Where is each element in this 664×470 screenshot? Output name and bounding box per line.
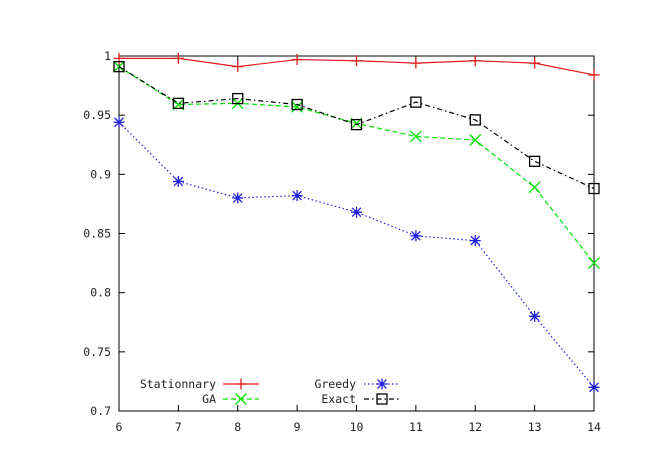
axes	[118, 55, 595, 412]
legend-label: Greedy	[314, 377, 356, 391]
data-point-ga	[588, 257, 600, 270]
legend-marker	[235, 378, 247, 390]
series-line-ga	[118, 66, 595, 264]
x-tick-label: 11	[409, 420, 423, 434]
data-point-exact	[588, 182, 600, 195]
legend-item-exact: Exact	[321, 392, 400, 406]
legend-marker	[235, 393, 247, 405]
legend-item-ga: GA	[202, 392, 259, 406]
legend-item-greedy: Greedy	[314, 377, 400, 391]
data-point-ga	[528, 181, 541, 194]
y-tick-label: 0.75	[83, 345, 111, 359]
data-point-exact	[528, 155, 541, 167]
plot-frame	[118, 55, 595, 412]
data-point-greedy	[588, 381, 600, 393]
legend-marker	[376, 378, 388, 390]
x-tick-label: 7	[175, 420, 182, 434]
x-tick-label: 13	[528, 420, 542, 434]
data-point-greedy	[469, 235, 481, 247]
series-layer	[113, 52, 600, 393]
x-tick-label: 9	[294, 420, 301, 434]
legend-marker	[376, 393, 388, 405]
series-line-greedy	[118, 121, 595, 388]
y-tick-label: 0.9	[90, 167, 111, 181]
data-point-stationnary	[172, 52, 184, 64]
tick-labels: 6 7 8 9 10 11 12 13 14 0.7 0.75 0.8 0.85 0.9 0.95 1	[83, 49, 601, 434]
data-point-greedy	[172, 175, 184, 187]
series-greedy	[113, 116, 600, 393]
tick-marks	[118, 55, 595, 412]
x-tick-label: 14	[587, 420, 601, 434]
data-point-ga	[291, 100, 304, 113]
data-point-greedy	[113, 116, 125, 128]
x-tick-label: 8	[234, 420, 241, 434]
legend-item-stationnary: Stationnary	[140, 377, 259, 391]
data-point-stationnary	[351, 55, 362, 67]
data-point-ga	[469, 134, 482, 146]
data-point-stationnary	[469, 55, 481, 67]
data-point-stationnary	[529, 57, 541, 69]
data-point-ga	[409, 130, 422, 143]
legend-label: Stationnary	[140, 377, 216, 391]
data-point-stationnary	[588, 69, 600, 81]
legend-label: Exact	[321, 392, 356, 406]
x-tick-label: 6	[116, 420, 123, 434]
x-tick-label: 12	[468, 420, 482, 434]
data-point-stationnary	[410, 57, 422, 69]
data-point-greedy	[351, 206, 362, 218]
data-point-exact	[172, 97, 185, 109]
data-point-greedy	[291, 190, 303, 202]
data-point-greedy	[410, 230, 422, 242]
y-tick-label: 0.7	[90, 404, 111, 418]
data-point-exact	[291, 98, 303, 111]
data-point-exact	[232, 92, 244, 105]
data-point-exact	[350, 118, 363, 131]
series-stationnary	[113, 52, 600, 81]
legend-label: GA	[202, 392, 216, 406]
y-tick-label: 0.85	[83, 227, 111, 241]
y-tick-label: 0.8	[90, 286, 111, 300]
series-exact	[113, 61, 600, 195]
y-tick-label: 1	[104, 49, 111, 63]
data-point-exact	[113, 61, 125, 73]
x-tick-label: 10	[350, 420, 364, 434]
data-point-exact	[469, 114, 481, 126]
data-point-greedy	[529, 310, 541, 322]
data-point-greedy	[232, 192, 244, 204]
series-ga	[113, 60, 600, 270]
data-point-stationnary	[291, 54, 303, 66]
series-line-exact	[118, 66, 595, 190]
y-tick-label: 0.95	[83, 108, 111, 122]
data-point-stationnary	[232, 61, 244, 73]
data-point-exact	[410, 96, 422, 108]
